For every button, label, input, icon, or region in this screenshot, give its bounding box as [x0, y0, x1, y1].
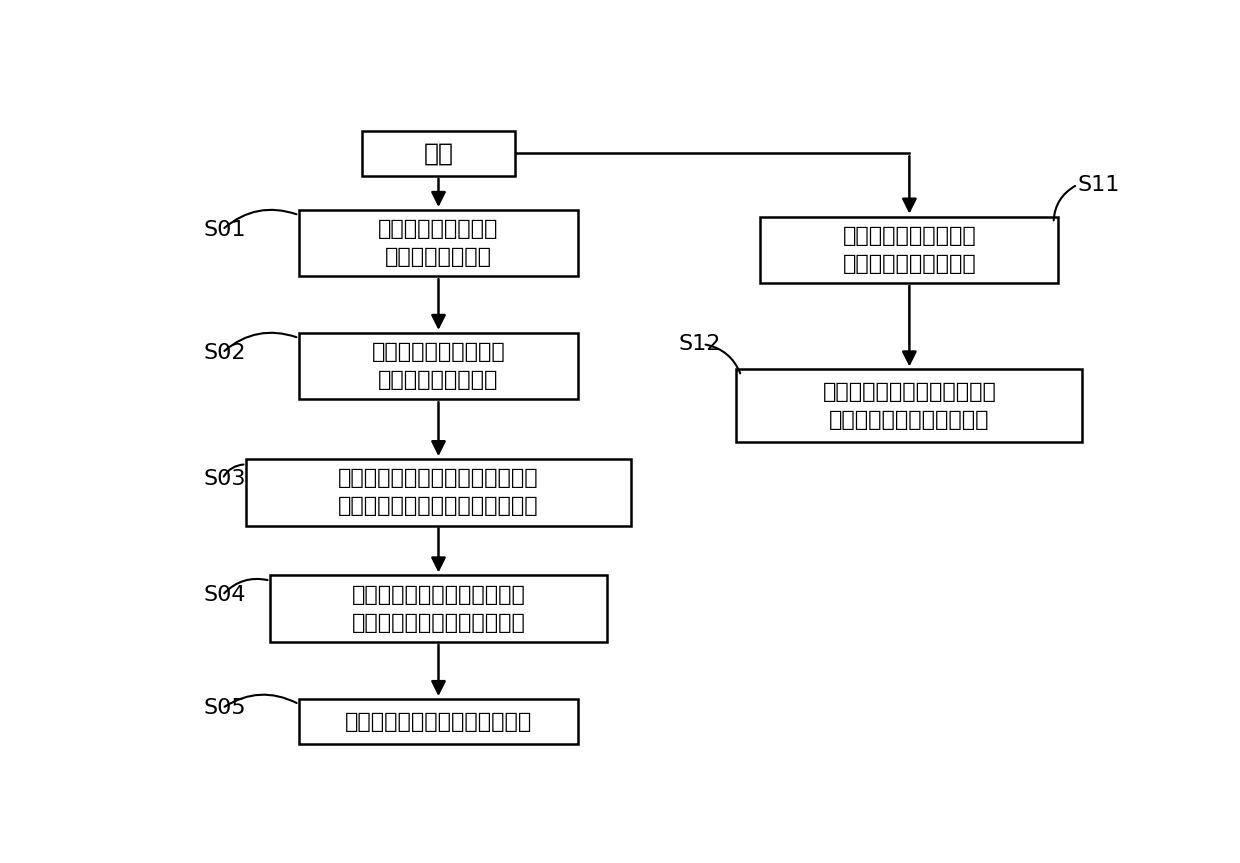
Text: S02: S02 — [203, 343, 246, 362]
FancyBboxPatch shape — [760, 217, 1058, 283]
Text: 车辆故障诊断系统与
移动终端通讯相连: 车辆故障诊断系统与 移动终端通讯相连 — [378, 219, 498, 268]
Text: 车辆仪表盘内的与所述故障指
令相对应的故障信号灯点亮: 车辆仪表盘内的与所述故障指 令相对应的故障信号灯点亮 — [822, 382, 996, 430]
Text: 所述移动终端提供故障修理方案: 所述移动终端提供故障修理方案 — [345, 712, 532, 732]
FancyBboxPatch shape — [299, 333, 578, 400]
Text: 所述移动终端接收所述故障报文，
并将所述故障报文解析成故障信息: 所述移动终端接收所述故障报文， 并将所述故障报文解析成故障信息 — [339, 469, 539, 516]
FancyBboxPatch shape — [299, 210, 578, 276]
Text: 所述移动终端通过汽车模型将
故障信息及故障位置显示出来: 所述移动终端通过汽车模型将 故障信息及故障位置显示出来 — [352, 584, 526, 633]
Text: S03: S03 — [203, 469, 246, 489]
FancyBboxPatch shape — [737, 369, 1083, 443]
Text: S05: S05 — [203, 698, 246, 718]
Text: 车辆故障诊断系统发送
故障指令至车辆仪表盘: 车辆故障诊断系统发送 故障指令至车辆仪表盘 — [842, 226, 976, 274]
FancyBboxPatch shape — [270, 576, 606, 642]
Text: 开始: 开始 — [424, 142, 454, 166]
Text: S04: S04 — [203, 585, 246, 605]
Text: 车辆故障诊断系统发送
故障报文至移动终端: 车辆故障诊断系统发送 故障报文至移动终端 — [372, 342, 506, 390]
Text: S01: S01 — [203, 220, 246, 240]
FancyBboxPatch shape — [247, 459, 631, 526]
FancyBboxPatch shape — [299, 699, 578, 744]
Text: S11: S11 — [1078, 174, 1120, 195]
FancyBboxPatch shape — [362, 131, 516, 176]
Text: S12: S12 — [678, 334, 722, 354]
